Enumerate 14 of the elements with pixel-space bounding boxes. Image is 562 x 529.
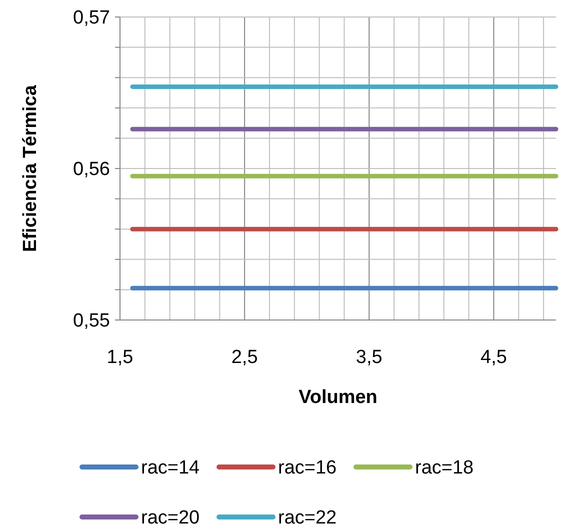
legend-label: rac=18 [415,458,474,479]
x-tick-label: 3,5 [356,347,382,368]
y-axis-title: Eficiencia Térmica [20,84,41,252]
x-tick-label: 2,5 [231,347,258,368]
x-axis-title: Volumen [298,387,378,408]
y-tick-label: 0,56 [73,159,110,180]
y-tick-label: 0,57 [73,8,110,29]
legend-label: rac=22 [278,508,337,529]
legend-label: rac=14 [141,458,200,479]
legend-label: rac=16 [278,458,337,479]
x-tick-label: 4,5 [480,347,507,368]
y-tick-label: 0,55 [73,310,110,332]
x-tick-label: 1,5 [106,347,134,368]
legend-label: rac=20 [141,508,200,529]
